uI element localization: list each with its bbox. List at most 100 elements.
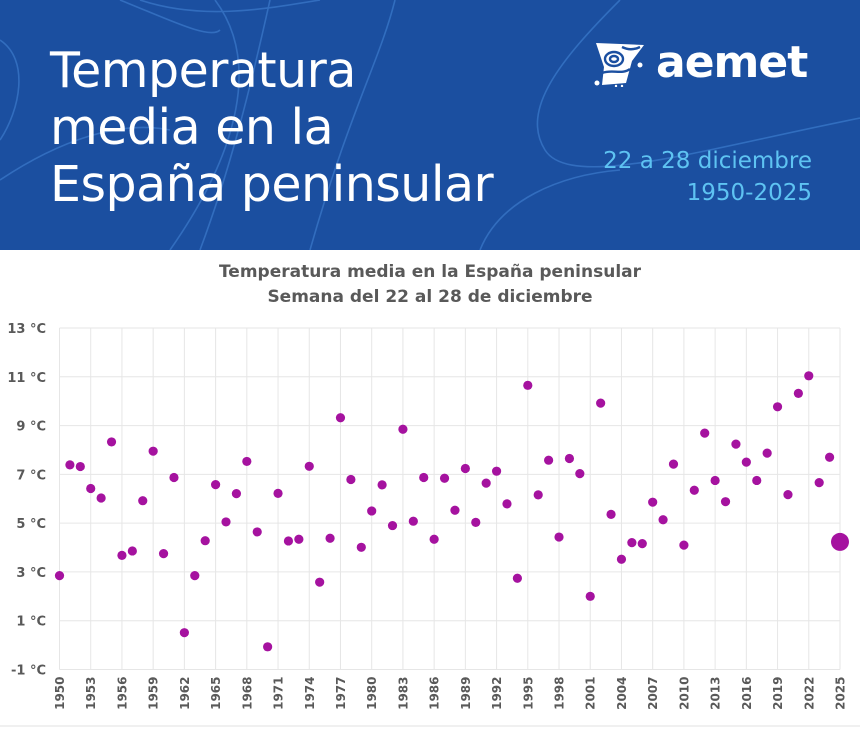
data-point — [138, 496, 148, 506]
data-point — [273, 488, 283, 498]
data-point — [117, 550, 127, 560]
data-point — [221, 517, 231, 527]
data-point — [814, 478, 824, 488]
x-tick-label: 1971 — [272, 677, 286, 710]
data-point — [169, 472, 179, 483]
x-tick-label: 1974 — [303, 677, 317, 710]
x-tick-label: 1962 — [178, 677, 192, 710]
data-point — [231, 489, 242, 499]
data-point — [585, 591, 595, 601]
data-point — [471, 517, 481, 528]
banner-subtitle: 22 a 28 diciembre 1950-2025 — [603, 145, 812, 209]
data-point — [502, 499, 512, 509]
y-tick-label: -1 °C — [11, 664, 46, 679]
data-point — [96, 493, 106, 503]
x-tick-label: 1983 — [396, 677, 410, 710]
data-point — [200, 536, 210, 546]
data-point — [762, 448, 772, 458]
banner-title-line-1: Temperatura — [50, 42, 356, 99]
data-point — [533, 490, 543, 500]
data-point — [689, 485, 699, 495]
x-tick-label: 2004 — [615, 677, 629, 710]
data-point — [387, 520, 398, 531]
x-tick-label: 2013 — [709, 677, 723, 710]
banner-title-line-3: España peninsular — [50, 156, 494, 213]
data-point — [668, 459, 679, 469]
data-point — [263, 642, 273, 652]
chart-title: Temperatura media en la España peninsula… — [218, 262, 642, 282]
y-tick-label: 5 °C — [16, 517, 46, 532]
data-point — [304, 461, 314, 471]
data-point-highlight — [831, 532, 849, 551]
data-points — [54, 371, 849, 652]
data-point — [752, 475, 762, 486]
data-point — [242, 456, 252, 467]
x-tick-label: 1953 — [84, 677, 98, 710]
x-tick-label: 1992 — [490, 677, 504, 710]
data-point — [190, 570, 200, 581]
data-point — [148, 446, 158, 456]
header-banner: Temperatura media en la España peninsula… — [0, 0, 860, 250]
data-point — [554, 532, 564, 542]
x-tick-label: 1986 — [428, 677, 442, 710]
data-point — [408, 516, 418, 526]
data-point — [315, 577, 325, 587]
data-point — [648, 497, 658, 507]
x-tick-label: 2025 — [834, 677, 848, 710]
grid-lines — [59, 327, 841, 670]
chart-title-block: Temperatura media en la España peninsula… — [0, 260, 860, 310]
chart-subtitle: Semana del 22 al 28 de diciembre — [267, 287, 593, 307]
data-point — [596, 398, 606, 408]
date-range: 22 a 28 diciembre — [603, 148, 812, 174]
data-point — [491, 466, 502, 476]
x-tick-label: 2001 — [584, 677, 598, 710]
data-point — [637, 539, 647, 549]
data-point — [710, 475, 720, 486]
data-point — [793, 388, 803, 398]
data-point — [75, 461, 85, 472]
data-point — [575, 469, 585, 479]
data-point — [731, 439, 741, 449]
data-point — [544, 455, 554, 465]
data-point — [54, 570, 65, 581]
aemet-logo: aemet — [592, 37, 808, 88]
x-tick-label: 1956 — [115, 677, 129, 710]
logo-wordmark: aemet — [656, 37, 808, 88]
data-point — [398, 424, 408, 434]
banner-title-line-2: media en la — [50, 99, 334, 156]
data-point — [65, 460, 75, 470]
data-point — [460, 463, 470, 474]
data-point — [346, 474, 356, 485]
data-point — [325, 533, 335, 543]
data-point — [564, 453, 575, 464]
data-point — [783, 490, 793, 500]
data-point — [450, 505, 460, 515]
x-tick-label: 1968 — [240, 677, 254, 710]
data-point — [158, 549, 169, 559]
data-point — [429, 534, 439, 544]
y-tick-label: 11 °C — [7, 371, 46, 386]
data-point — [679, 540, 689, 550]
data-point — [523, 380, 533, 390]
y-axis-tick-labels: -1 °C 1 °C 3 °C 5 °C 7 °C 9 °C 11 °C 13 °C — [7, 322, 46, 679]
data-point — [377, 480, 387, 490]
data-point — [772, 402, 783, 412]
data-point — [335, 413, 346, 423]
data-point — [294, 534, 304, 544]
data-point — [481, 478, 491, 488]
x-tick-label: 2010 — [677, 677, 691, 710]
y-tick-label: 7 °C — [16, 468, 46, 483]
data-point — [283, 536, 294, 546]
data-point — [439, 473, 450, 483]
data-point — [606, 509, 616, 519]
x-tick-label: 1989 — [459, 677, 473, 710]
data-point — [179, 628, 189, 638]
data-point — [356, 542, 366, 552]
data-point — [419, 472, 429, 483]
data-point — [252, 527, 262, 537]
decorative-contour-lines — [0, 0, 860, 250]
data-point — [804, 371, 814, 381]
banner-title: Temperatura media en la España peninsula… — [50, 42, 494, 213]
data-point — [627, 538, 637, 548]
